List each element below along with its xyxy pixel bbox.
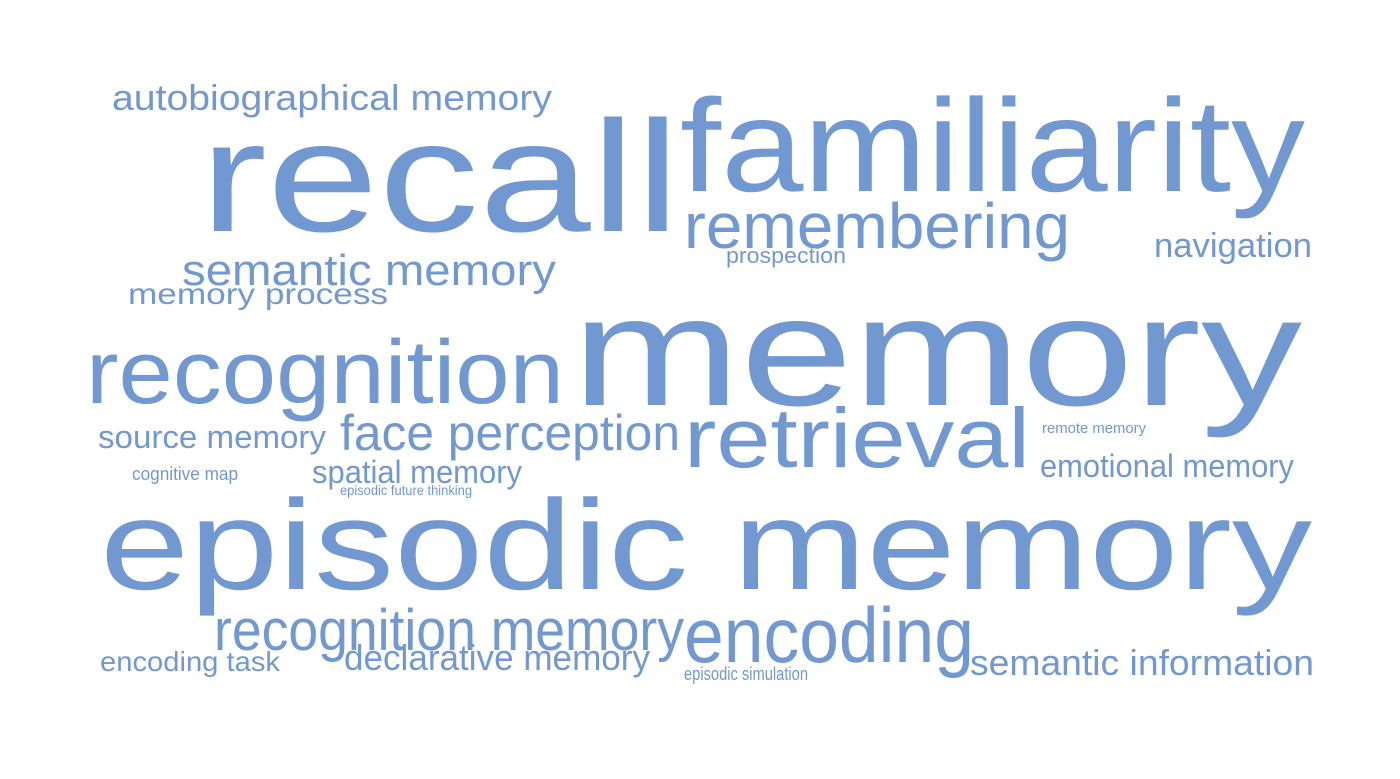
word-remote-memory: remote memory bbox=[1042, 420, 1147, 437]
word-episodic-memory: episodic memory bbox=[100, 474, 1313, 617]
word-cognitive-map: cognitive map bbox=[132, 464, 238, 484]
word-autobiographical-memory: autobiographical memory bbox=[112, 77, 552, 118]
word-spatial-memory: spatial memory bbox=[312, 454, 523, 490]
word-memory: memory bbox=[572, 265, 1303, 439]
word-memory-process: memory process bbox=[128, 278, 389, 311]
word-remembering: remembering bbox=[684, 190, 1071, 262]
word-recognition-memory: recognition memory bbox=[214, 598, 684, 663]
word-face-perception: face perception bbox=[340, 405, 680, 461]
word-semantic-memory: semantic memory bbox=[182, 246, 556, 295]
word-navigation: navigation bbox=[1154, 227, 1313, 265]
word-episodic-future-thinking: episodic future thinking bbox=[340, 482, 473, 498]
word-encoding: encoding bbox=[684, 591, 975, 679]
word-episodic-simulation: episodic simulation bbox=[684, 664, 809, 684]
word-retrieval: retrieval bbox=[684, 391, 1031, 485]
word-recall: recall bbox=[200, 89, 681, 265]
word-source-memory: source memory bbox=[98, 419, 326, 455]
word-emotional-memory: emotional memory bbox=[1040, 448, 1294, 484]
word-prospection: prospection bbox=[726, 243, 846, 268]
word-encoding-task: encoding task bbox=[100, 646, 281, 677]
word-semantic-information: semantic information bbox=[970, 642, 1314, 683]
word-familiarity: familiarity bbox=[680, 72, 1306, 219]
word-declarative-memory: declarative memory bbox=[344, 637, 651, 678]
word-recognition: recognition bbox=[86, 323, 564, 423]
